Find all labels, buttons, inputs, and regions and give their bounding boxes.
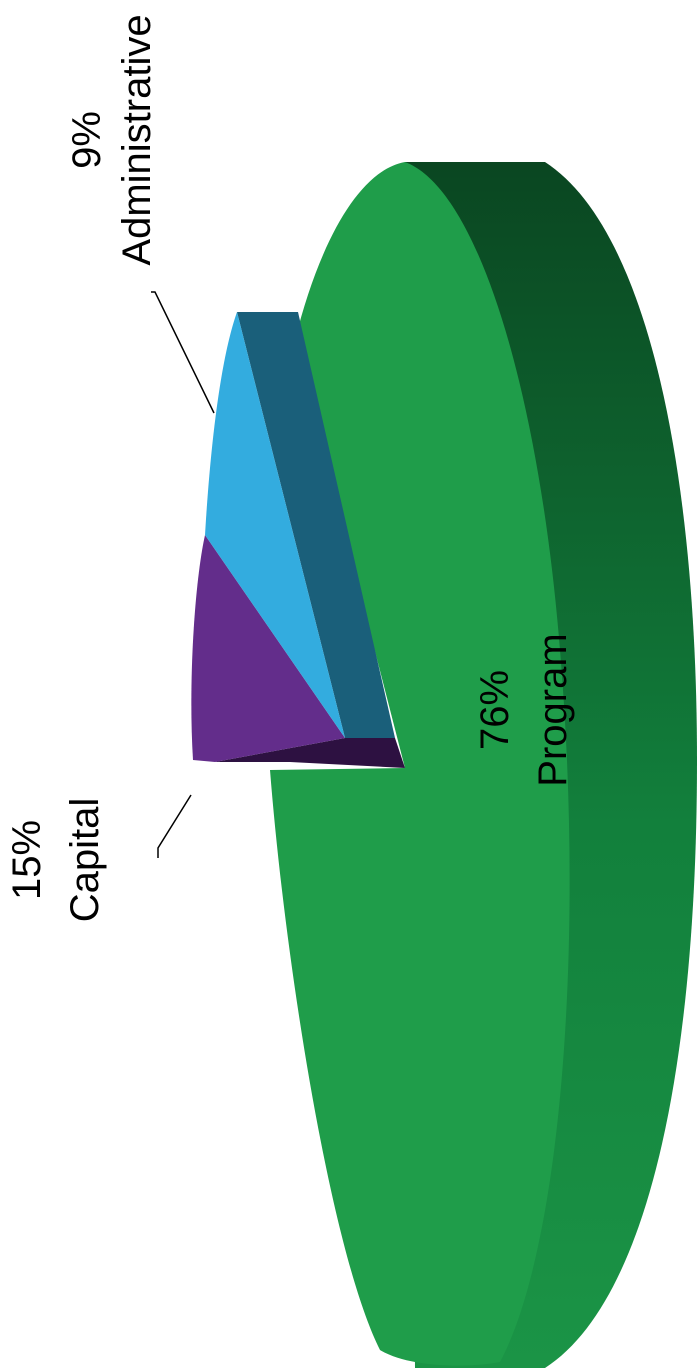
data-label-administrative: 9% [65, 111, 109, 169]
pie-slice-administrative-top [205, 312, 345, 738]
pie-slice-administrative [205, 312, 395, 738]
data-label-program-text: Program [531, 633, 575, 786]
data-label-capital: 15% [5, 820, 49, 900]
leader-line-capital [157, 794, 192, 858]
pie-slice-program-top [270, 162, 570, 1366]
data-label-capital-text: Capital [63, 798, 107, 923]
data-label-administrative-text: Administrative [115, 14, 159, 265]
pie-slice-capital [191, 535, 405, 768]
pie-slice-capital-side [215, 738, 405, 768]
pie-slice-administrative-side [237, 312, 395, 738]
data-label-program-name: Program [531, 633, 575, 786]
data-label-capital-name: Capital [63, 798, 107, 923]
leader-line-administrative [151, 291, 215, 414]
data-label-program: 76% [473, 670, 517, 750]
data-label-capital-value: 15% [5, 820, 49, 900]
pie-slice-capital-top [191, 535, 345, 762]
data-label-administrative-value: 9% [65, 111, 109, 169]
pie-slice-program [270, 162, 697, 1368]
data-label-administrative-name: Administrative [115, 14, 159, 265]
data-label-program-value: 76% [473, 670, 517, 750]
